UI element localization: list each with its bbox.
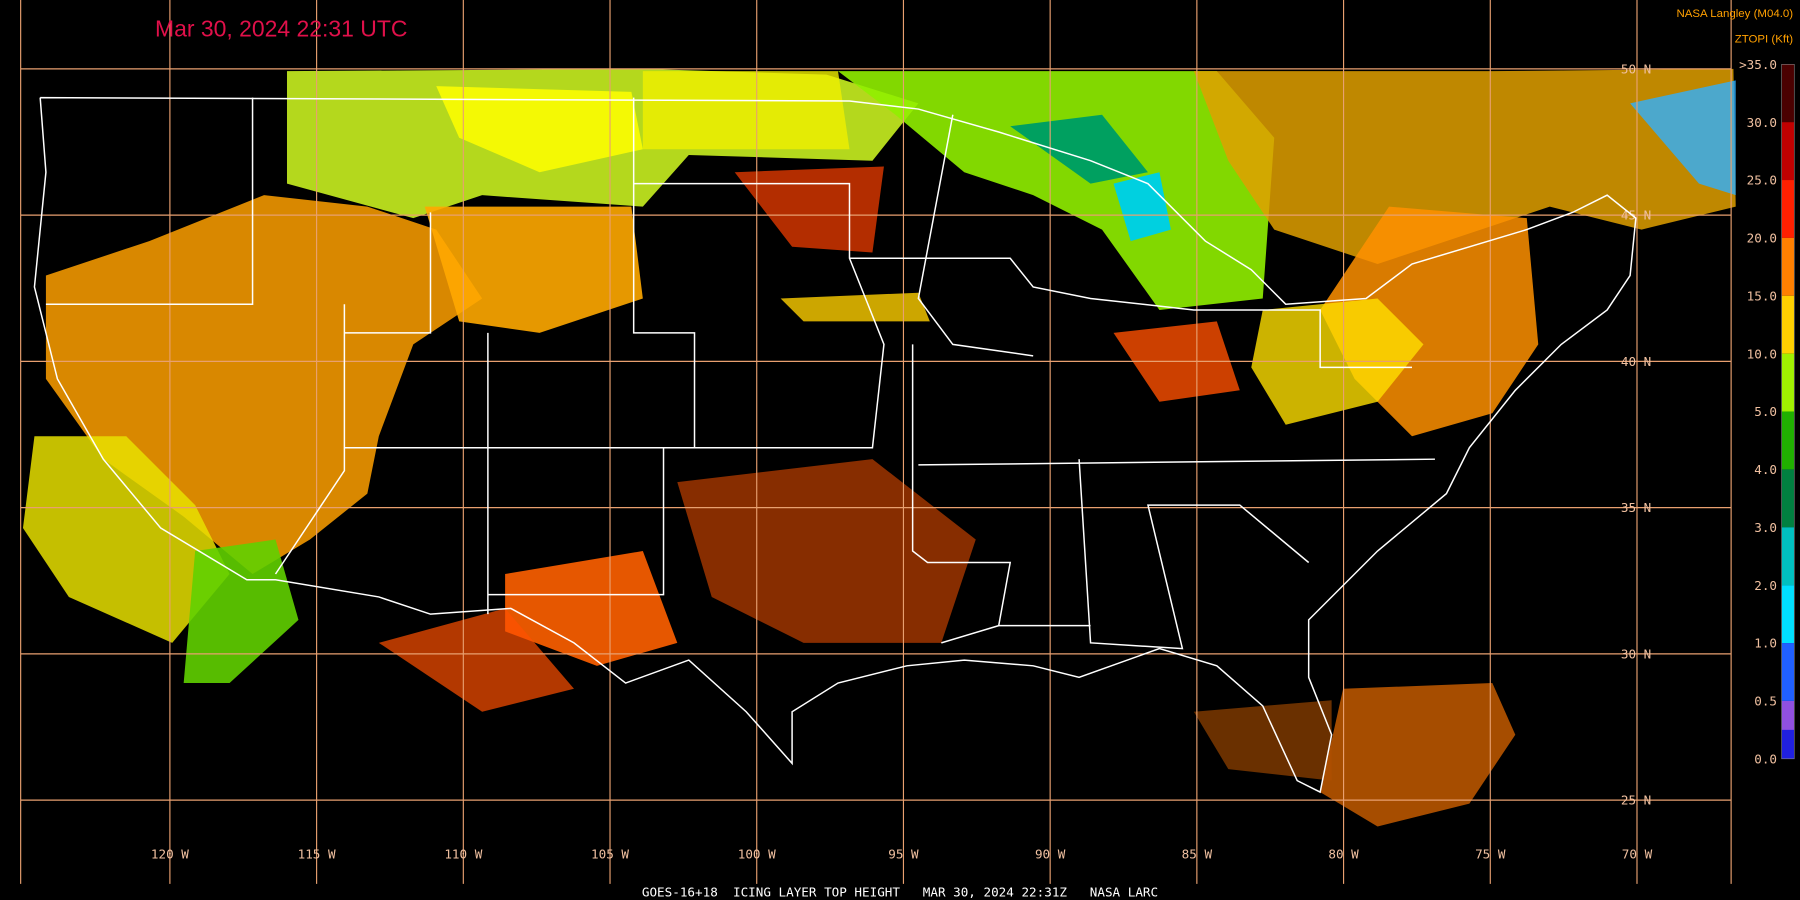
longitude-label: 70 W (1622, 847, 1653, 862)
colorbar-segment (1781, 180, 1795, 238)
colorbar-segment (1781, 700, 1795, 730)
colorbar-label: 0.5 (1754, 694, 1777, 709)
footer: GOES-16+18 ICING LAYER TOP HEIGHT MAR 30… (642, 885, 1158, 900)
colorbar-label: 0.0 (1754, 751, 1777, 766)
longitude-label: 100 W (738, 847, 776, 862)
colorbar-label: 5.0 (1754, 404, 1777, 419)
colorbar-label: 3.0 (1754, 520, 1777, 535)
latitude-label: 25 N (1621, 793, 1651, 808)
longitude-label: 105 W (591, 847, 629, 862)
latitude-label: 30 N (1621, 646, 1651, 661)
colorbar-segment (1781, 353, 1795, 412)
timestamp: Mar 30, 2024 22:31 UTC (155, 16, 407, 42)
longitude-label: 110 W (444, 847, 482, 862)
colorbar: >35.0 30.0 25.0 20.0 15.0 10.0 5.0 4.0 3.0 2.0 1.0… (1739, 57, 1795, 766)
colorbar-frame (1781, 63, 1795, 760)
longitude-label: 80 W (1328, 847, 1359, 862)
colorbar-segment (1781, 122, 1795, 181)
colorbar-label: 4.0 (1754, 462, 1777, 477)
colorbar-segment (1781, 237, 1795, 296)
colorbar-segment (1781, 64, 1795, 123)
longitude-label: 75 W (1475, 847, 1506, 862)
product-label: ZTOPI (Kft) (1735, 33, 1794, 45)
colorbar-label: 25.0 (1747, 173, 1777, 188)
colorbar-label: 20.0 (1747, 231, 1777, 246)
colorbar-segment (1781, 469, 1795, 528)
longitude-label: 120 W (151, 847, 189, 862)
longitude-label: 95 W (888, 847, 919, 862)
colorbar-segment (1781, 585, 1795, 644)
colorbar-label: >35.0 (1739, 57, 1777, 72)
colorbar-segment (1781, 295, 1795, 354)
boundaries (33, 96, 1637, 794)
longitude-label: 115 W (298, 847, 336, 862)
colorbar-label: 30.0 (1747, 115, 1777, 130)
longitude-label: 90 W (1035, 847, 1066, 862)
colorbar-label: 10.0 (1747, 346, 1777, 361)
colorbar-label: 1.0 (1754, 636, 1777, 651)
source-label: NASA Langley (M04.0) (1676, 8, 1793, 20)
colorbar-segment (1781, 643, 1795, 701)
colorbar-segment (1781, 527, 1795, 586)
colorbar-label: 2.0 (1754, 578, 1777, 593)
colorbar-segment (1781, 411, 1795, 470)
colorbar-label: 15.0 (1747, 288, 1777, 303)
latitude-label: 50 N (1621, 61, 1651, 76)
longitude-label: 85 W (1182, 847, 1213, 862)
latitude-label: 35 N (1621, 500, 1651, 515)
latitude-label: 40 N (1621, 354, 1651, 369)
